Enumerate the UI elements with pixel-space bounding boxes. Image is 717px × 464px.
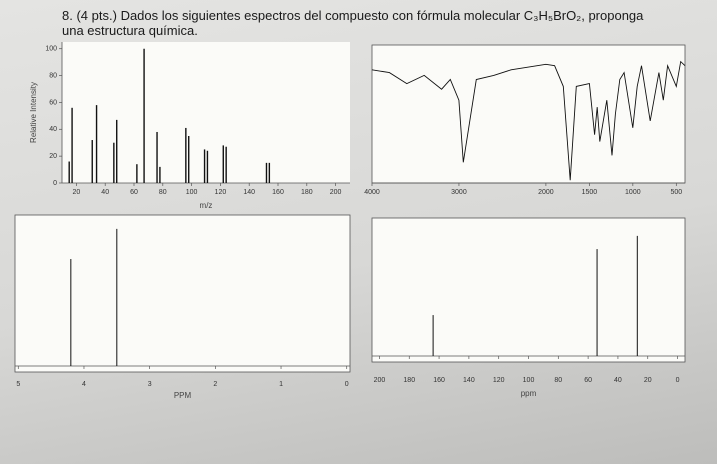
x-tick-label: 2000 <box>538 189 554 196</box>
x-tick-label: 80 <box>159 189 167 196</box>
y-tick-label: 0 <box>53 180 57 187</box>
x-tick-label: 500 <box>670 189 682 196</box>
y-tick-label: 60 <box>49 99 57 106</box>
question-number: 8. <box>62 8 73 23</box>
x-tick-label: 1500 <box>582 189 598 196</box>
y-axis-label: Relative Intensity <box>29 82 38 143</box>
x-tick-label: 120 <box>215 189 227 196</box>
x-tick-label: 120 <box>493 377 505 384</box>
x-tick-label: 180 <box>301 189 313 196</box>
x-axis-label: ppm <box>521 389 537 398</box>
y-tick-label: 100 <box>45 46 57 53</box>
x-tick-label: 100 <box>523 377 535 384</box>
x-axis-label: m/z <box>200 201 213 210</box>
y-tick-label: 40 <box>49 126 57 133</box>
x-tick-label: 4000 <box>364 189 380 196</box>
x-tick-label: 200 <box>330 189 342 196</box>
x-tick-label: 160 <box>433 377 445 384</box>
x-tick-label: 180 <box>403 377 415 384</box>
x-tick-label: 40 <box>614 377 622 384</box>
x-tick-label: 60 <box>584 377 592 384</box>
y-tick-label: 20 <box>49 153 57 160</box>
x-tick-label: 140 <box>463 377 475 384</box>
x-tick-label: 200 <box>374 377 386 384</box>
y-tick-label: 80 <box>49 72 57 79</box>
x-tick-label: 140 <box>243 189 255 196</box>
x-tick-label: 40 <box>101 189 109 196</box>
plot-area <box>62 42 350 183</box>
question-text: Dados los siguientes espectros del compu… <box>62 8 644 38</box>
x-tick-label: 80 <box>554 377 562 384</box>
plot-frame <box>371 217 686 363</box>
x-tick-label: 160 <box>272 189 284 196</box>
x-tick-label: 0 <box>345 381 349 388</box>
x-tick-label: 0 <box>676 377 680 384</box>
x-axis-label: PPM <box>174 391 192 400</box>
x-tick-label: 5 <box>16 381 20 388</box>
spectrum-panel: 4000 3000 2000 1500 1000 500 <box>364 44 686 196</box>
question-points: (4 pts.) <box>76 8 117 23</box>
x-tick-label: 60 <box>130 189 138 196</box>
x-tick-label: 20 <box>644 377 652 384</box>
ir-trace <box>371 60 686 181</box>
plot-frame <box>371 44 686 184</box>
x-tick-label: 1000 <box>625 189 641 196</box>
question: 8. (4 pts.) Dados los siguientes espectr… <box>62 8 662 38</box>
x-tick-label: 3000 <box>451 189 467 196</box>
spectrum-panel: 5 4 3 2 1 0 PPM <box>14 214 351 400</box>
x-tick-label: 2 <box>213 381 217 388</box>
x-tick-label: 3 <box>148 381 152 388</box>
x-tick-label: 1 <box>279 381 283 388</box>
spectrum-panel: 20 40 60 80 100 120 140 160 180 200020406080100m/… <box>29 42 350 210</box>
plot-frame <box>14 214 351 373</box>
x-tick-label: 4 <box>82 381 86 388</box>
x-tick-label: 100 <box>186 189 198 196</box>
x-tick-label: 20 <box>73 189 81 196</box>
